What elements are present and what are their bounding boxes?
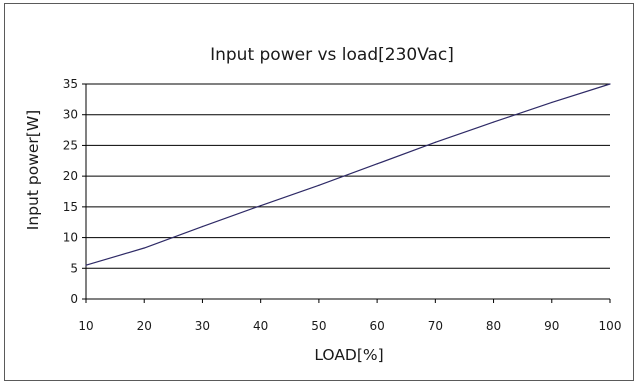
x-tick-label: 70: [428, 319, 443, 333]
data-point: [376, 163, 378, 165]
x-tick-label: 20: [137, 319, 152, 333]
y-tick-label: 20: [63, 169, 78, 183]
x-tick-label: 60: [369, 319, 384, 333]
y-tick-label: 15: [63, 200, 78, 214]
x-axis-label: LOAD[%]: [314, 346, 383, 364]
x-tick-label: 80: [486, 319, 501, 333]
data-point: [551, 101, 553, 104]
data-point: [609, 83, 611, 85]
x-tick-label: 50: [311, 319, 326, 333]
x-tick-label: 40: [253, 319, 268, 333]
x-tick-label: 90: [544, 319, 559, 333]
y-tick-label: 25: [63, 138, 78, 152]
y-tick-label: 30: [63, 108, 78, 122]
data-point: [143, 247, 145, 249]
series-layer: [85, 83, 611, 266]
y-tick-label: 0: [70, 292, 78, 306]
y-tick-label: 35: [63, 77, 78, 91]
x-tick-label: 10: [78, 319, 93, 333]
series-line: [85, 83, 611, 266]
chart-svg: Input power vs load[230Vac] 0 5 10 15 20 25 30…: [24, 45, 621, 364]
chart-frame: Input power vs load[230Vac] 0 5 10 15 20 25 30…: [4, 3, 634, 381]
y-tick-label: 10: [63, 231, 78, 245]
axes: [82, 83, 611, 303]
y-axis-label: Input power[W]: [24, 110, 42, 230]
y-tick-labels: 0 5 10 15 20 25 30 35: [63, 77, 78, 306]
x-tick-label: 30: [195, 319, 210, 333]
data-point: [201, 225, 204, 228]
data-point: [85, 264, 87, 266]
y-tick-label: 5: [70, 261, 78, 275]
data-point: [434, 141, 436, 143]
x-tick-label: 100: [599, 319, 622, 333]
data-point: [318, 184, 320, 186]
data-point: [260, 205, 262, 207]
data-point: [492, 121, 495, 123]
x-tick-labels: 10 20 30 40 50 60 70 80 90 100: [78, 319, 621, 333]
chart-title: Input power vs load[230Vac]: [210, 45, 454, 65]
